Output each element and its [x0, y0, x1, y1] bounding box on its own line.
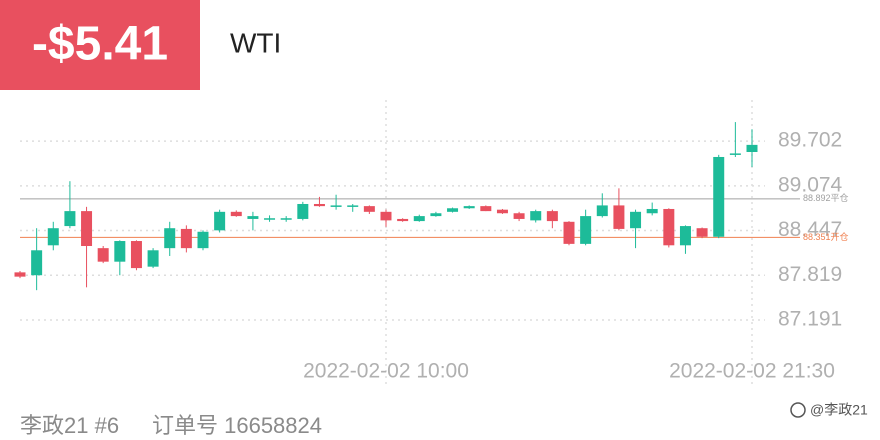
- candle-body: [31, 250, 43, 276]
- candle-body: [280, 218, 292, 220]
- candle-body: [197, 231, 209, 249]
- pnl-box: [0, 0, 200, 90]
- candle-body: [729, 153, 741, 155]
- x-tick-label: 2022-02-02 21:30: [669, 360, 835, 383]
- candle-body: [413, 216, 425, 222]
- candle-body: [580, 216, 592, 244]
- candle-body: [430, 213, 442, 217]
- y-tick-label: 87.819: [778, 263, 842, 286]
- candle-body: [47, 228, 59, 246]
- y-tick-label: 88.447: [778, 218, 842, 241]
- candle-body: [380, 211, 392, 221]
- candle-body: [679, 226, 691, 246]
- candle-body: [563, 221, 575, 244]
- candle-body: [596, 205, 608, 217]
- watermark: @李政21: [810, 402, 868, 418]
- candle-body: [14, 272, 26, 277]
- candle-body: [64, 211, 76, 227]
- watermark-icon: [790, 402, 806, 418]
- candle-body: [530, 211, 542, 221]
- order-number: 订单号 16658824: [152, 413, 322, 438]
- candle-body: [97, 248, 109, 262]
- account: 李政21 #6: [20, 413, 119, 438]
- candle-body: [164, 228, 176, 249]
- candle-body: [613, 205, 625, 229]
- symbol: WTI: [230, 27, 281, 58]
- candle-body: [330, 205, 342, 207]
- y-tick-label: 89.702: [778, 129, 842, 152]
- candle-body: [696, 228, 708, 237]
- candle-body: [114, 241, 126, 262]
- candle-body: [247, 216, 259, 219]
- candle-body: [363, 206, 375, 212]
- candle-body: [347, 205, 359, 207]
- candle-body: [646, 208, 658, 214]
- candle-body: [130, 241, 142, 269]
- candle-body: [746, 144, 758, 152]
- reference-label: 88.351开仓: [803, 231, 849, 242]
- candle-body: [147, 250, 159, 267]
- candle-body: [447, 208, 459, 212]
- x-tick-label: 2022-02-02 10:00: [303, 360, 469, 383]
- plot: 87.191 87.819 88.447 89.074 89.702 2022-02-02…: [14, 100, 849, 385]
- pnl: -$5.41: [32, 18, 168, 71]
- candle-body: [214, 211, 226, 231]
- candle-body: [297, 203, 309, 219]
- candle-body: [81, 211, 93, 247]
- candle-body: [463, 206, 475, 209]
- candle-body: [264, 218, 276, 220]
- candle-body: [480, 206, 492, 212]
- candle-body: [230, 211, 242, 217]
- candle-body: [630, 211, 642, 229]
- candle-body: [513, 213, 525, 219]
- candle-body: [397, 218, 409, 222]
- candle-body: [713, 156, 725, 237]
- y-tick-label: 89.074: [778, 173, 843, 196]
- candle-body: [313, 203, 325, 207]
- candle-body: [546, 211, 558, 222]
- reference-label: 88.892平仓: [803, 192, 849, 203]
- y-tick-label: 87.191: [778, 308, 842, 331]
- candle-body: [496, 209, 508, 214]
- candle-body: [663, 208, 675, 246]
- candle-body: [180, 228, 192, 249]
